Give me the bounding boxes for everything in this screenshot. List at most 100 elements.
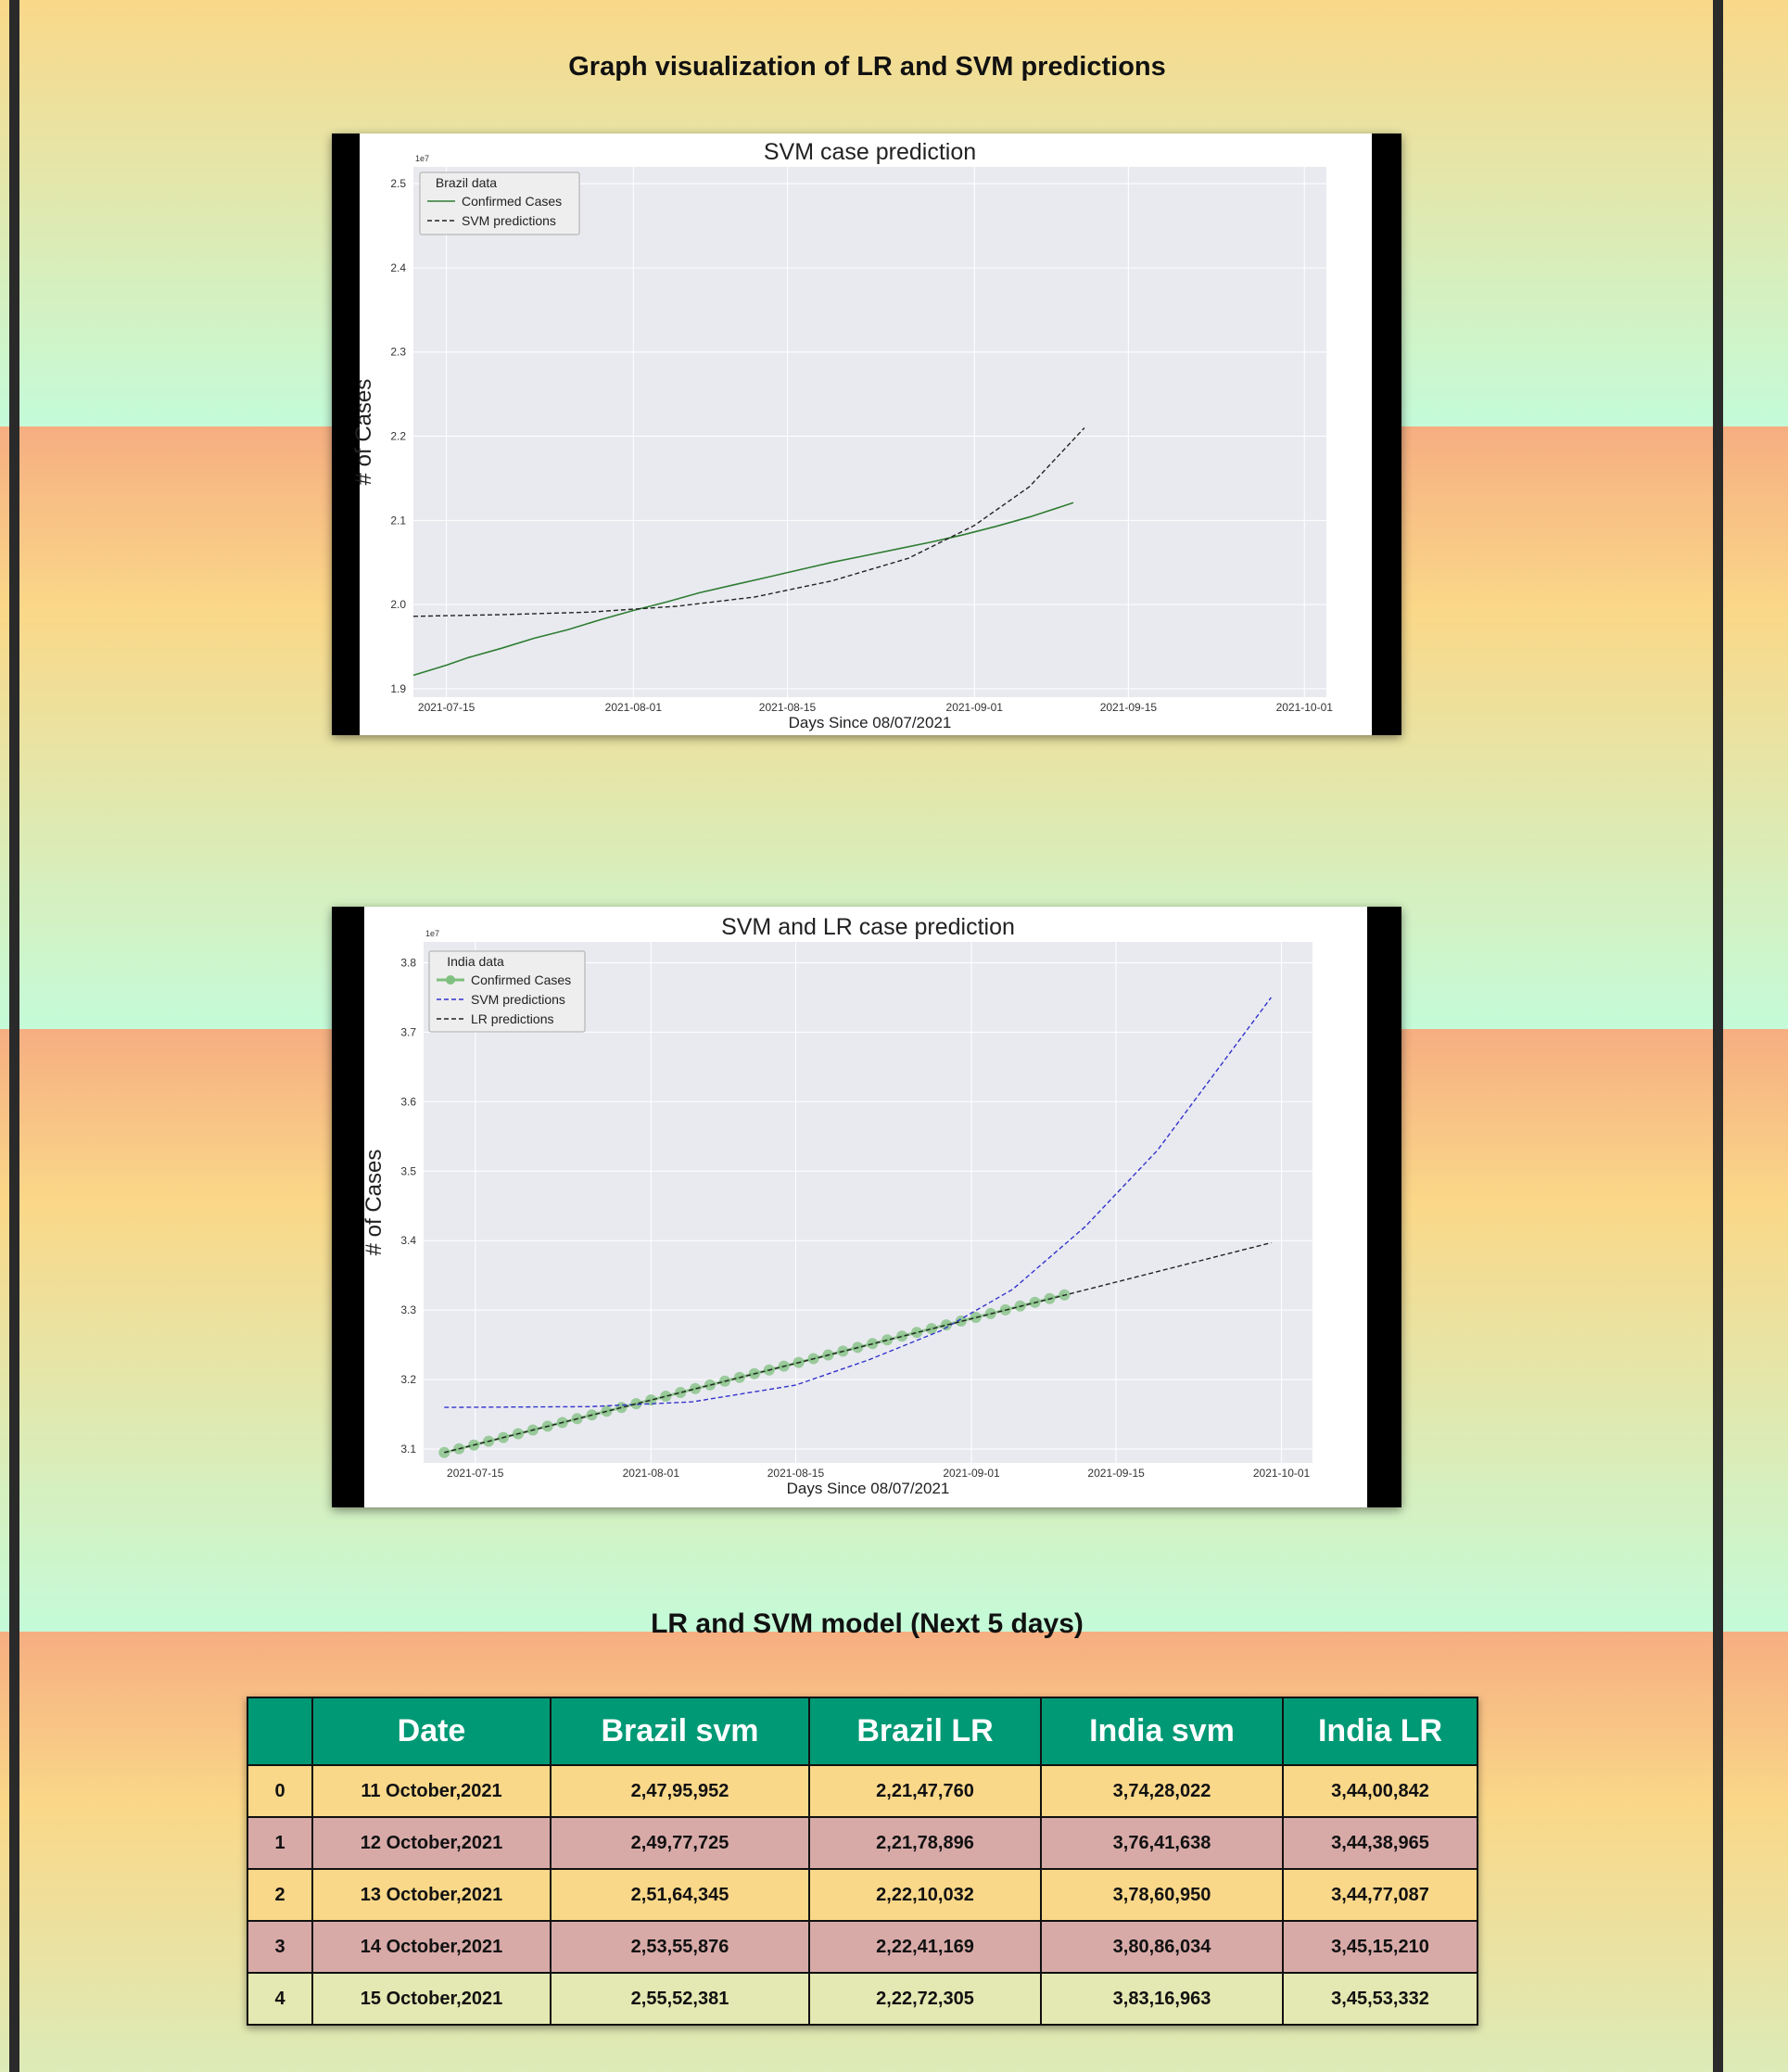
confirmed-case-point <box>955 1316 967 1327</box>
y-exponent-label: 1e7 <box>425 929 439 938</box>
svm-predictions-line <box>412 427 1085 617</box>
confirmed-case-point <box>926 1323 937 1335</box>
confirmed-case-point <box>660 1391 672 1402</box>
cell-index: 4 <box>247 1972 313 2026</box>
cell-india-lr: 3,45,15,210 <box>1282 1920 1478 1974</box>
confirmed-case-point <box>675 1387 687 1398</box>
confirmed-case-point <box>690 1382 702 1394</box>
svm-predictions-line <box>444 997 1272 1408</box>
cell-brazil-svm: 2,53,55,876 <box>550 1920 810 1974</box>
x-tick-label: 2021-09-01 <box>943 1467 1000 1480</box>
cell-india-svm: 3,74,28,022 <box>1040 1764 1284 1818</box>
cell-date: 15 October,2021 <box>311 1972 552 2026</box>
right-black-bar <box>1372 133 1401 735</box>
header-brazil-svm: Brazil svm <box>550 1697 810 1766</box>
brazil-chart-image: 2021-07-15 2021-08-01 2021-08-15 2021-09-01… <box>332 133 1401 735</box>
table-row: 1 12 October,2021 2,49,77,725 2,21,78,89… <box>247 1816 1478 1870</box>
predictions-table: Date Brazil svm Brazil LR India svm Indi… <box>247 1697 1478 2026</box>
cell-brazil-svm: 2,51,64,345 <box>550 1868 810 1922</box>
x-tick-label: 2021-08-01 <box>623 1467 680 1480</box>
table-row: 0 11 October,2021 2,47,95,952 2,21,47,76… <box>247 1764 1478 1818</box>
page-heading: Graph visualization of LR and SVM predic… <box>568 52 1166 82</box>
cell-date: 13 October,2021 <box>311 1868 552 1922</box>
x-tick-label: 2021-07-15 <box>418 701 476 714</box>
plot-area <box>413 167 1326 697</box>
india-chart-image: 2021-07-15 2021-08-01 2021-08-15 2021-09-01… <box>332 907 1401 1507</box>
y-axis-label: # of Cases <box>361 1150 387 1256</box>
legend-title: India data <box>447 954 504 969</box>
confirmed-case-point <box>940 1319 952 1331</box>
cell-date: 12 October,2021 <box>311 1816 552 1870</box>
lr-predictions-line <box>444 1241 1272 1454</box>
confirmed-cases-line <box>412 502 1074 677</box>
right-black-bar <box>1367 907 1401 1507</box>
header-india-svm: India svm <box>1040 1697 1284 1766</box>
cell-india-svm: 3,80,86,034 <box>1040 1920 1284 1974</box>
cell-index: 0 <box>247 1764 313 1818</box>
confirmed-case-point <box>970 1312 982 1323</box>
y-tick-label: 2.0 <box>390 598 406 611</box>
chart-title: SVM and LR case prediction <box>721 914 1015 940</box>
cell-index: 3 <box>247 1920 313 1974</box>
legend-entry: LR predictions <box>471 1011 554 1026</box>
table-header-row: Date Brazil svm Brazil LR India svm Indi… <box>247 1697 1478 1766</box>
left-border <box>9 0 19 2072</box>
cell-date: 11 October,2021 <box>311 1764 552 1818</box>
y-tick-label: 1.9 <box>390 682 406 695</box>
y-tick-label: 3.7 <box>400 1025 416 1038</box>
y-tick-label: 3.8 <box>400 956 416 969</box>
x-axis-label: Days Since 08/07/2021 <box>789 714 952 731</box>
header-date: Date <box>311 1697 552 1766</box>
legend-entry: Confirmed Cases <box>471 972 571 987</box>
x-tick-label: 2021-08-01 <box>605 701 663 714</box>
x-tick-label: 2021-09-01 <box>946 701 1004 714</box>
x-tick-label: 2021-09-15 <box>1100 701 1158 714</box>
x-tick-label: 2021-08-15 <box>759 701 817 714</box>
cell-brazil-lr: 2,22,41,169 <box>808 1920 1042 1974</box>
cell-india-lr: 3,44,00,842 <box>1282 1764 1478 1818</box>
brazil-svm-chart: 2021-07-15 2021-08-01 2021-08-15 2021-09-01… <box>332 133 1401 735</box>
chart-title: SVM case prediction <box>764 139 976 165</box>
cell-india-lr: 3,44,38,965 <box>1282 1816 1478 1870</box>
x-tick-label: 2021-10-01 <box>1253 1467 1311 1480</box>
y-tick-label: 3.6 <box>400 1095 416 1108</box>
legend-entry: SVM predictions <box>471 992 565 1007</box>
x-axis-label: Days Since 08/07/2021 <box>787 1480 950 1497</box>
cell-brazil-svm: 2,55,52,381 <box>550 1972 810 2026</box>
header-index <box>247 1697 313 1766</box>
legend-entry: Confirmed Cases <box>462 194 562 209</box>
table-row: 4 15 October,2021 2,55,52,381 2,22,72,30… <box>247 1972 1478 2026</box>
x-tick-label: 2021-08-15 <box>767 1467 825 1480</box>
legend-box <box>428 950 586 1033</box>
cell-india-lr: 3,44,77,087 <box>1282 1868 1478 1922</box>
cell-index: 1 <box>247 1816 313 1870</box>
cell-india-svm: 3,76,41,638 <box>1040 1816 1284 1870</box>
y-tick-label: 3.3 <box>400 1303 416 1316</box>
cell-brazil-svm: 2,47,95,952 <box>550 1764 810 1818</box>
y-tick-label: 3.5 <box>400 1164 416 1177</box>
confirmed-case-point <box>615 1402 628 1414</box>
y-exponent-label: 1e7 <box>415 154 429 163</box>
y-tick-label: 3.2 <box>400 1373 416 1386</box>
cell-index: 2 <box>247 1868 313 1922</box>
cell-india-lr: 3,45,53,332 <box>1282 1972 1478 2026</box>
table-row: 3 14 October,2021 2,53,55,876 2,22,41,16… <box>247 1920 1478 1974</box>
left-black-bar <box>332 907 364 1507</box>
india-svm-lr-chart: 2021-07-15 2021-08-01 2021-08-15 2021-09-01… <box>332 907 1401 1507</box>
confirmed-case-point <box>911 1327 923 1339</box>
cell-brazil-lr: 2,21,47,760 <box>808 1764 1042 1818</box>
y-tick-label: 2.3 <box>390 346 406 359</box>
cell-brazil-lr: 2,22,72,305 <box>808 1972 1042 2026</box>
legend-title: Brazil data <box>436 175 497 190</box>
left-black-bar <box>332 133 360 735</box>
confirmed-case-point <box>881 1334 894 1346</box>
cell-brazil-lr: 2,21,78,896 <box>808 1816 1042 1870</box>
cell-brazil-lr: 2,22,10,032 <box>808 1868 1042 1922</box>
y-tick-label: 2.5 <box>390 177 406 190</box>
cell-india-svm: 3,83,16,963 <box>1040 1972 1284 2026</box>
y-axis-label: # of Cases <box>351 379 376 486</box>
table-row: 2 13 October,2021 2,51,64,345 2,22,10,03… <box>247 1868 1478 1922</box>
legend-entry: SVM predictions <box>462 213 556 228</box>
confirmed-case-point <box>704 1379 716 1391</box>
legend-marker <box>446 975 455 985</box>
